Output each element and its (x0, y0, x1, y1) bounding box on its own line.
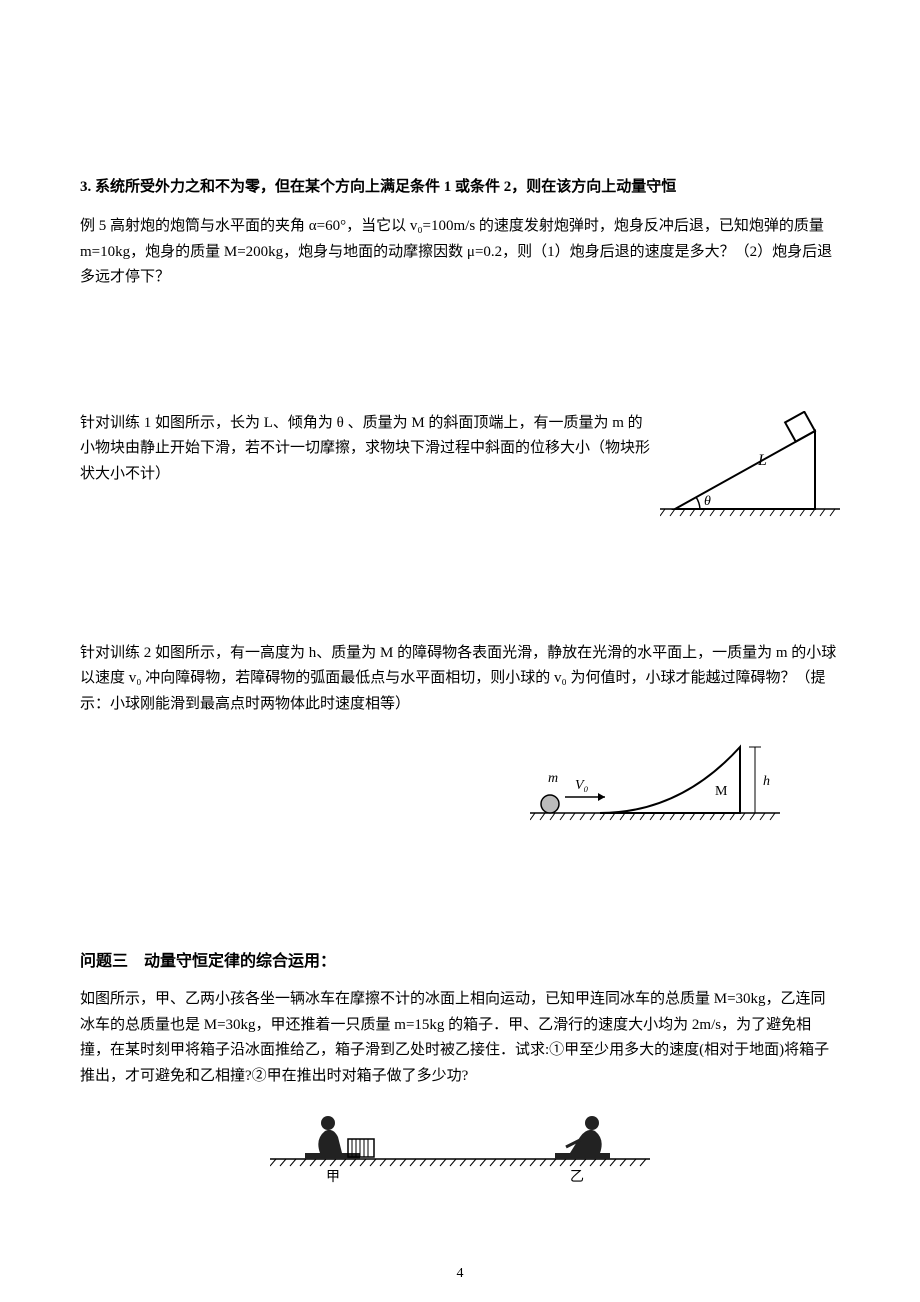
labelB: 乙 (570, 1169, 584, 1185)
ice-diagram: 甲 乙 (270, 1099, 650, 1189)
topic3-title: 问题三 动量守恒定律的综合运用： (80, 947, 840, 971)
incline-diagram: θ L (660, 411, 840, 521)
topic3-text: 如图所示，甲、乙两小孩各坐一辆冰车在摩擦不计的冰面上相向运动，已知甲连同冰车的总… (80, 987, 840, 1089)
section3-heading: 3. 系统所受外力之和不为零，但在某个方向上满足条件 1 或条件 2，则在该方向… (80, 175, 840, 199)
V0-label: V₀ (575, 778, 589, 793)
L-label: L (757, 452, 767, 469)
ramp-diagram: m V₀ M h (530, 727, 780, 827)
labelA: 甲 (326, 1170, 340, 1185)
h-label: h (763, 774, 770, 789)
practice2-text: 针对训练 2 如图所示，有一高度为 h、质量为 M 的障碍物各表面光滑，静放在光… (80, 641, 840, 718)
m-label: m (548, 771, 558, 786)
M-label: M (715, 784, 728, 799)
theta-label: θ (704, 494, 711, 509)
page-number: 4 (0, 1266, 920, 1282)
example5-text: 例 5 高射炮的炮筒与水平面的夹角 α=60°，当它以 v₀=100m/s 的速… (80, 214, 840, 291)
